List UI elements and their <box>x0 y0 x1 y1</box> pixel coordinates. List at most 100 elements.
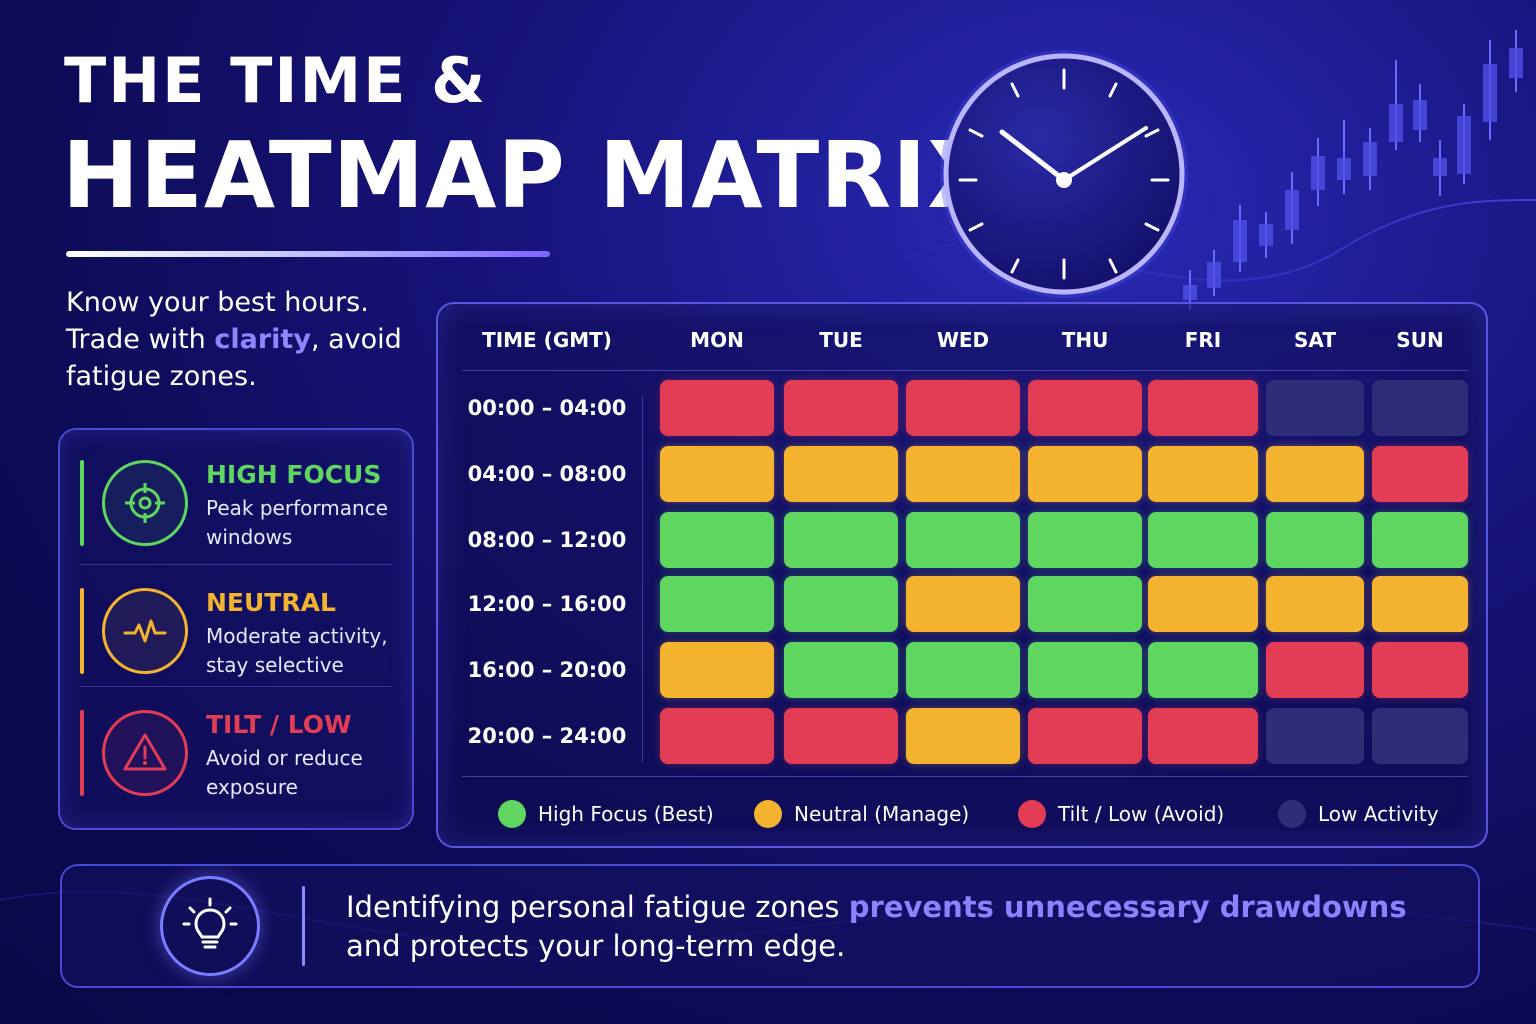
heatmap-cell-mon-3-green <box>660 576 774 632</box>
legend-item-tilt-low: TILT / LOW Avoid or reduce exposure <box>60 680 416 802</box>
legend-description: Avoid or reduce exposure <box>206 746 363 799</box>
heatmap-cell-thu-0-red <box>1028 380 1142 436</box>
row-label: 20:00 – 24:00 <box>467 724 627 748</box>
candle-body <box>1457 116 1471 174</box>
title-underline <box>66 251 550 257</box>
title-line-1: THE TIME & <box>64 44 488 117</box>
tagline-part-2: , avoid fatigue zones. <box>66 324 402 392</box>
heatmap-cell-fri-4-green <box>1148 642 1258 698</box>
candle-body <box>1259 224 1273 246</box>
heatmap-cell-wed-4-green <box>906 642 1020 698</box>
row-label: 08:00 – 12:00 <box>467 528 627 552</box>
heatmap-cell-tue-4-green <box>784 642 898 698</box>
candle-body <box>1337 158 1351 180</box>
target-icon <box>102 460 188 546</box>
heatmap-cell-sun-3-yellow <box>1372 576 1468 632</box>
time-column-divider <box>642 396 643 762</box>
key-dot-dark <box>1278 800 1306 828</box>
candle-body <box>1389 104 1403 142</box>
tagline-part-1: Know your best hours. Trade with <box>66 287 369 355</box>
legend-divider <box>80 564 392 565</box>
heatmap-cell-sat-4-red <box>1266 642 1364 698</box>
footer-divider <box>462 776 1468 777</box>
key-label: High Focus (Best) <box>538 802 714 826</box>
heatmap-cell-mon-4-yellow <box>660 642 774 698</box>
heatmap-cell-fri-3-yellow <box>1148 576 1258 632</box>
heatmap-cell-sat-1-yellow <box>1266 446 1364 502</box>
heatmap-cell-wed-1-yellow <box>906 446 1020 502</box>
row-label: 04:00 – 08:00 <box>467 462 627 486</box>
warning-icon <box>102 710 188 796</box>
heatmap-cell-mon-0-red <box>660 380 774 436</box>
column-header-time: TIME (GMT) <box>482 328 612 352</box>
heatmap-cell-mon-1-yellow <box>660 446 774 502</box>
column-header-tue: TUE <box>819 328 863 352</box>
heatmap-cell-wed-0-red <box>906 380 1020 436</box>
column-header-fri: FRI <box>1184 328 1222 352</box>
tagline: Know your best hours. Trade with clarity… <box>66 284 426 395</box>
candlestick-chart-decoration <box>1183 30 1523 310</box>
heatmap-cell-mon-2-green <box>660 512 774 568</box>
lightbulb-icon <box>160 876 260 976</box>
heatmap-cell-sun-1-red <box>1372 446 1468 502</box>
heatmap-cell-tue-5-red <box>784 708 898 764</box>
heatmap-cell-sat-5-dark <box>1266 708 1364 764</box>
row-label: 00:00 – 04:00 <box>467 396 627 420</box>
insight-divider <box>302 886 305 966</box>
heatmap-cell-thu-4-green <box>1028 642 1142 698</box>
candle-body <box>1509 48 1523 78</box>
heatmap-cell-sun-0-dark <box>1372 380 1468 436</box>
candle-body <box>1413 100 1427 130</box>
column-header-wed: WED <box>936 328 990 352</box>
legend-item-high-focus: HIGH FOCUS Peak performance windows <box>60 430 416 552</box>
tagline-highlight: clarity <box>214 324 311 355</box>
heatmap-cell-thu-2-green <box>1028 512 1142 568</box>
key-label: Neutral (Manage) <box>794 802 970 826</box>
heatmap-cell-sat-2-green <box>1266 512 1364 568</box>
key-dot-red <box>1018 800 1046 828</box>
heatmap-cell-fri-2-green <box>1148 512 1258 568</box>
heatmap-cell-sat-3-yellow <box>1266 576 1364 632</box>
heatmap-cell-tue-3-green <box>784 576 898 632</box>
heatmap-cell-fri-5-red <box>1148 708 1258 764</box>
column-header-mon: MON <box>690 328 744 352</box>
heatmap-cell-mon-5-red <box>660 708 774 764</box>
heatmap-cell-tue-0-red <box>784 380 898 436</box>
legend-bar-green <box>80 460 84 546</box>
clock-icon <box>936 46 1192 302</box>
row-label: 12:00 – 16:00 <box>467 592 627 616</box>
heatmap-cell-thu-1-yellow <box>1028 446 1142 502</box>
column-header-thu: THU <box>1061 328 1109 352</box>
key-label: Low Activity <box>1318 802 1439 826</box>
heatmap-cell-sat-0-dark <box>1266 380 1364 436</box>
insight-part-2: and protects your long-term edge. <box>346 929 846 963</box>
heatmap-cell-wed-5-yellow <box>906 708 1020 764</box>
insight-banner: Identifying personal fatigue zones preve… <box>60 864 1480 988</box>
insight-highlight: prevents unnecessary drawdowns <box>848 890 1407 924</box>
heatmap-cell-wed-3-yellow <box>906 576 1020 632</box>
pulse-icon <box>102 588 188 674</box>
title-line-2: HEATMAP MATRIX <box>62 122 1000 229</box>
heatmap-cell-tue-1-yellow <box>784 446 898 502</box>
heatmap-cell-wed-2-green <box>906 512 1020 568</box>
row-label: 16:00 – 20:00 <box>467 658 627 682</box>
heatmap-cell-fri-1-yellow <box>1148 446 1258 502</box>
header-divider <box>462 370 1468 371</box>
key-label: Tilt / Low (Avoid) <box>1058 802 1225 826</box>
legend-description: Moderate activity, stay selective <box>206 624 388 677</box>
legend-title: NEUTRAL <box>206 588 336 617</box>
legend-description: Peak performance windows <box>206 496 388 549</box>
legend-bar-yellow <box>80 588 84 674</box>
heatmap-cell-fri-0-red <box>1148 380 1258 436</box>
heatmap-cell-tue-2-green <box>784 512 898 568</box>
key-item-yellow: Neutral (Manage) <box>754 800 969 828</box>
legend-bar-red <box>80 710 84 796</box>
column-header-sat: SAT <box>1294 328 1336 352</box>
heatmap-cell-thu-3-green <box>1028 576 1142 632</box>
key-item-green: High Focus (Best) <box>498 800 714 828</box>
key-dot-green <box>498 800 526 828</box>
heatmap-panel: TIME (GMT) MON TUE WED THU FRI SAT SUN 00:00 –… <box>436 302 1488 848</box>
heatmap-cell-sun-4-red <box>1372 642 1468 698</box>
heatmap-cell-thu-5-red <box>1028 708 1142 764</box>
legend-title: TILT / LOW <box>206 710 352 739</box>
